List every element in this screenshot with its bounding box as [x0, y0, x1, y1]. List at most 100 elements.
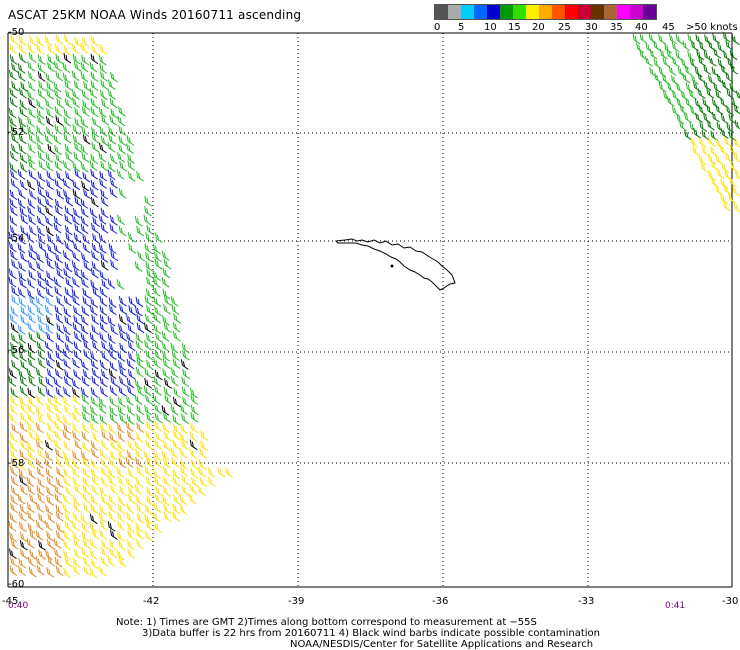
wind-barb [81, 252, 89, 263]
wind-barb [63, 549, 71, 560]
wind-barb [62, 450, 71, 462]
wind-barb [64, 369, 73, 380]
wind-barb [72, 387, 80, 398]
wind-barb [54, 305, 63, 316]
wind-barb [164, 394, 173, 405]
wind-barb [54, 88, 62, 100]
wind-barb [101, 350, 109, 362]
wind-barb [91, 261, 100, 272]
wind-barb [37, 349, 46, 361]
wind-barb [127, 160, 136, 171]
wind-barb [27, 457, 36, 469]
wind-barb [654, 73, 663, 84]
wind-barb [733, 137, 740, 148]
wind-barb [107, 141, 116, 153]
wind-barb [126, 314, 134, 325]
wind-barb [74, 142, 82, 153]
wind-barb [117, 214, 125, 226]
wind-barb [55, 477, 64, 488]
wind-barb [71, 466, 80, 478]
color-swatch [513, 5, 526, 19]
wind-barb [90, 71, 99, 83]
wind-barb [100, 476, 109, 488]
wind-barb [18, 261, 26, 272]
wind-barb [72, 450, 80, 462]
wind-barb [92, 287, 101, 298]
wind-barb [65, 171, 73, 182]
wind-barb [64, 205, 73, 217]
wind-barb [55, 413, 64, 424]
wind-barb [90, 97, 99, 109]
wind-barb [90, 387, 99, 398]
wind-barb [63, 116, 72, 127]
wind-barb [145, 261, 154, 272]
wind-barb [91, 141, 100, 153]
wind-barb [72, 277, 80, 288]
wind-barb [162, 466, 171, 477]
wind-barb [99, 322, 108, 333]
wind-barb [29, 493, 37, 505]
wind-barb [54, 421, 63, 432]
wind-barb [126, 512, 135, 523]
wind-barb [54, 160, 63, 172]
wind-barb [63, 133, 72, 144]
wind-barb [20, 213, 29, 225]
wind-barb [736, 90, 740, 99]
color-scale-label: 45 [662, 22, 675, 33]
wind-barb [11, 285, 20, 297]
wind-barb [10, 34, 18, 45]
wind-barb [708, 40, 716, 52]
wind-barb [65, 277, 74, 288]
wind-barb [81, 36, 90, 48]
wind-barb [135, 448, 144, 460]
wind-barb [91, 324, 100, 336]
wind-barb [726, 122, 735, 134]
wind-barb [107, 89, 116, 100]
wind-barb [53, 548, 62, 559]
wind-barb [119, 367, 128, 378]
wind-barb [109, 223, 118, 235]
wind-barb [18, 270, 27, 282]
wind-barb [107, 161, 116, 173]
wind-barb [36, 252, 44, 263]
wind-barb [118, 135, 127, 147]
wind-barb [62, 503, 71, 514]
lat-label: -50 [8, 27, 25, 38]
lon-label: -45 [2, 596, 19, 607]
wind-barb [664, 42, 672, 54]
wind-barb [730, 162, 739, 173]
wind-barb [144, 513, 153, 525]
wind-barb [99, 296, 108, 307]
wind-barb [46, 258, 55, 270]
wind-barb [83, 503, 92, 514]
wind-barb [144, 504, 153, 516]
wind-barb [91, 475, 100, 486]
color-scale-label: 15 [508, 22, 521, 33]
wind-barb [108, 297, 117, 308]
wind-barb [63, 52, 72, 64]
wind-barb [72, 295, 80, 306]
wind-barb [688, 89, 697, 100]
wind-barb [55, 457, 64, 468]
wind-barb [27, 342, 36, 354]
wind-barb [63, 324, 71, 336]
wind-barb [146, 412, 155, 424]
wind-barb [20, 484, 28, 496]
wind-barb [127, 369, 136, 380]
wind-barb [54, 403, 62, 414]
wind-barb [89, 538, 98, 549]
wind-barb [172, 322, 181, 333]
wind-barb [81, 441, 90, 452]
wind-barb [17, 287, 26, 298]
wind-barb [27, 449, 36, 460]
wind-barb [100, 457, 109, 469]
wind-barb [10, 143, 19, 155]
wind-barb [80, 277, 89, 288]
wind-barb [136, 404, 145, 416]
wind-barb [162, 267, 171, 279]
wind-barb [720, 128, 729, 139]
wind-barb [172, 476, 181, 487]
wind-barb [72, 322, 81, 333]
wind-barb [54, 430, 63, 441]
wind-barb [63, 295, 72, 307]
